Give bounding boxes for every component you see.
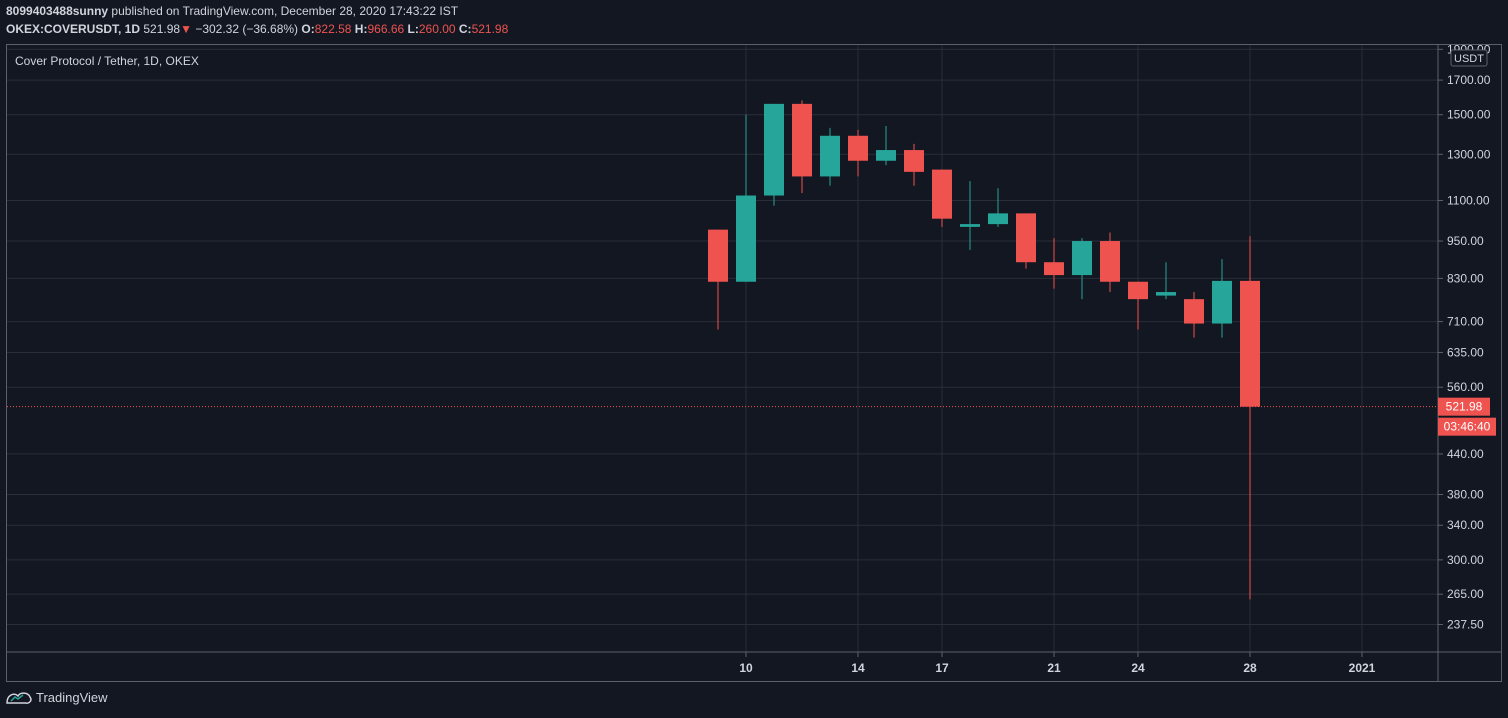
brand-name: TradingView	[36, 690, 108, 705]
price-tick-label: 635.00	[1447, 345, 1484, 359]
candle-body	[1044, 262, 1064, 276]
price-tick-label: 300.00	[1447, 553, 1484, 567]
currency-label: USDT	[1454, 53, 1484, 65]
price-tick-label: 1700.00	[1447, 73, 1491, 87]
last-price-tag-label: 521.98	[1446, 400, 1483, 414]
candle	[848, 129, 868, 177]
candle-body	[932, 169, 952, 219]
price-tick-label: 440.00	[1447, 447, 1484, 461]
time-tick-label: 17	[935, 661, 949, 675]
price-tick-label: 1100.00	[1447, 193, 1490, 207]
open-value: 822.58	[314, 22, 352, 36]
candle	[736, 114, 756, 282]
price-tick-label: 1500.00	[1447, 108, 1491, 122]
candle-body	[708, 229, 728, 282]
currency-badge[interactable]: USDT	[1450, 49, 1488, 67]
candle	[988, 188, 1008, 227]
publish-info: 8099403488sunny published on TradingView…	[6, 4, 458, 18]
price-tick-label: 237.50	[1447, 617, 1484, 631]
down-arrow-icon: ▼	[180, 22, 192, 36]
high-label: H:	[354, 22, 368, 36]
price-change: −302.32 (−36.68%)	[195, 22, 299, 36]
candle-body	[1240, 280, 1260, 407]
price-tick-label: 710.00	[1447, 315, 1484, 329]
candle-body	[1016, 213, 1036, 263]
candle-body	[1184, 299, 1204, 324]
countdown-tag-label: 03:46:40	[1444, 420, 1491, 434]
last-price: 521.98	[143, 22, 181, 36]
candle-body	[1072, 241, 1092, 276]
close-label: C:	[458, 22, 472, 36]
time-tick-label: 24	[1131, 661, 1145, 675]
candle	[876, 126, 896, 166]
candle	[1156, 262, 1176, 300]
candle-body	[1212, 280, 1232, 324]
publish-text: published on TradingView.com, December 2…	[111, 4, 459, 18]
candle	[1100, 232, 1120, 293]
candle	[1044, 238, 1064, 289]
time-tick-label: 14	[851, 661, 865, 675]
symbol-name: OKEX:COVERUSDT, 1D	[6, 22, 141, 36]
close-value: 521.98	[471, 22, 509, 36]
price-tick-label: 830.00	[1447, 271, 1484, 285]
price-tick-label: 1300.00	[1447, 147, 1491, 161]
candle-body	[736, 195, 756, 282]
candle	[1212, 259, 1232, 338]
countdown-tag	[1438, 417, 1496, 436]
candle	[932, 169, 952, 227]
tradingview-logo-icon	[6, 691, 32, 704]
candle	[708, 229, 728, 330]
candle	[1072, 238, 1092, 300]
grid-lines	[7, 45, 1438, 652]
author-name[interactable]: 8099403488sunny	[6, 4, 109, 18]
candle-body	[960, 224, 980, 227]
candle	[820, 127, 840, 186]
time-tick-label: 28	[1243, 661, 1257, 675]
candle-body	[904, 150, 924, 172]
price-tick-label: 340.00	[1447, 518, 1484, 532]
chart-frame	[6, 44, 1502, 682]
candle-body	[1100, 241, 1120, 282]
candle-body	[1128, 281, 1148, 300]
price-tick-label: 380.00	[1447, 487, 1484, 501]
chart-title: Cover Protocol / Tether, 1D, OKEX	[15, 54, 199, 68]
candle-body	[820, 135, 840, 177]
symbol-info: OKEX:COVERUSDT, 1D 521.98▼ −302.32 (−36.…	[6, 22, 508, 36]
candle-body	[848, 135, 868, 161]
high-value: 966.66	[367, 22, 405, 36]
candle	[1128, 281, 1148, 330]
candle	[792, 100, 812, 194]
price-tick-label: 265.00	[1447, 587, 1484, 601]
candle-body	[792, 103, 812, 177]
time-tick-label: 10	[739, 661, 753, 675]
candle	[1240, 236, 1260, 600]
candle	[960, 181, 980, 250]
candle-body	[1156, 292, 1176, 296]
price-axis[interactable]: 1900.001700.001500.001300.001100.00950.0…	[1437, 42, 1491, 682]
footer-brand[interactable]: TradingView	[6, 690, 108, 705]
candle	[1184, 292, 1204, 338]
low-label: L:	[407, 22, 419, 36]
time-tick-label: 21	[1047, 661, 1061, 675]
price-tick-label: 950.00	[1447, 234, 1484, 248]
open-label: O:	[301, 22, 315, 36]
candle	[764, 103, 784, 206]
candle-body	[764, 103, 784, 196]
candle-body	[988, 213, 1008, 225]
time-tick-label: 2021	[1349, 661, 1376, 675]
candle-body	[876, 150, 896, 161]
last-price-marker: 521.98 03:46:40	[7, 397, 1496, 436]
low-value: 260.00	[418, 22, 456, 36]
candle	[904, 143, 924, 186]
time-axis[interactable]: 10 14 17 21 24 28 2021	[7, 651, 1502, 675]
candles-layer	[708, 100, 1260, 600]
price-tick-label: 560.00	[1447, 380, 1484, 394]
candle	[1016, 213, 1036, 269]
last-price-tag	[1438, 397, 1490, 416]
